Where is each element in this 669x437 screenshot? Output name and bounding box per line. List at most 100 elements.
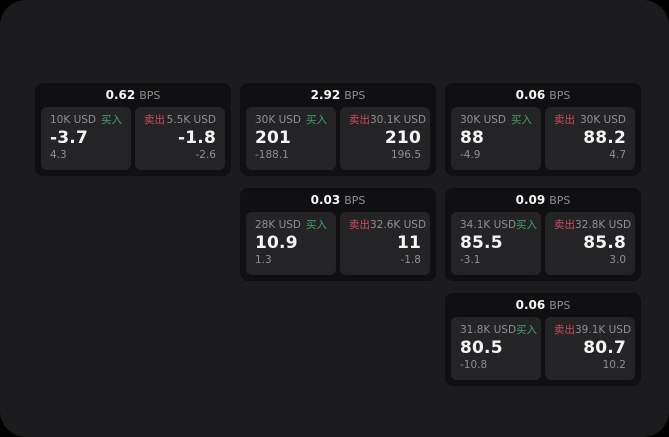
buy-tile-header: 34.1K USD 买入 — [460, 219, 537, 232]
bps-header: 0.03 BPS — [240, 188, 436, 212]
sell-sub-value: 10.2 — [602, 359, 626, 372]
bps-unit-label: BPS — [549, 88, 571, 102]
bps-header: 0.06 BPS — [445, 293, 641, 317]
sell-price: 88.2 — [583, 127, 626, 148]
buy-tile-header: 31.8K USD 买入 — [460, 324, 537, 337]
quote-card: 0.06 BPS 30K USD 买入 88 -4.9 卖出 30K USD 8… — [445, 83, 641, 176]
buy-price: 10.9 — [255, 232, 298, 253]
buy-amount: 30K USD — [255, 114, 302, 126]
buy-sub-value: 4.3 — [50, 149, 67, 162]
bps-unit-label: BPS — [139, 88, 161, 102]
bps-value: 2.92 — [310, 88, 341, 102]
buy-side-label: 买入 — [516, 219, 538, 231]
sell-amount: 30.1K USD — [370, 114, 427, 126]
sell-amount: 5.5K USD — [166, 114, 216, 126]
quote-card-body: 10K USD 买入 -3.7 4.3 卖出 5.5K USD -1.8 -2.… — [35, 107, 231, 176]
sell-side-label: 卖出 — [554, 219, 575, 231]
buy-quote-tile[interactable]: 34.1K USD 买入 85.5 -3.1 — [451, 212, 541, 275]
bps-header: 2.92 BPS — [240, 83, 436, 107]
buy-sub-value: -188.1 — [255, 149, 289, 162]
sell-price: -1.8 — [178, 127, 216, 148]
sell-price: 80.7 — [583, 337, 626, 358]
sell-side-label: 卖出 — [144, 114, 165, 126]
buy-side-label: 买入 — [516, 324, 538, 336]
buy-price: -3.7 — [50, 127, 88, 148]
quote-card-body: 31.8K USD 买入 80.5 -10.8 卖出 39.1K USD 80.… — [445, 317, 641, 386]
quote-card: 0.09 BPS 34.1K USD 买入 85.5 -3.1 卖出 32.8K… — [445, 188, 641, 281]
buy-tile-header: 28K USD 买入 — [255, 219, 327, 232]
buy-tile-header: 10K USD 买入 — [50, 114, 122, 127]
buy-tile-header: 30K USD 买入 — [460, 114, 532, 127]
quote-card: 2.92 BPS 30K USD 买入 201 -188.1 卖出 30.1K … — [240, 83, 436, 176]
sell-price: 11 — [396, 232, 421, 253]
sell-tile-header: 卖出 32.8K USD — [554, 219, 631, 232]
sell-side-label: 卖出 — [554, 114, 575, 126]
sell-quote-tile[interactable]: 卖出 5.5K USD -1.8 -2.6 — [135, 107, 225, 170]
quote-card-body: 30K USD 买入 88 -4.9 卖出 30K USD 88.2 4.7 — [445, 107, 641, 176]
buy-sub-value: -4.9 — [460, 149, 481, 162]
quote-card: 0.62 BPS 10K USD 买入 -3.7 4.3 卖出 5.5K USD… — [35, 83, 231, 176]
bps-header: 0.09 BPS — [445, 188, 641, 212]
sell-sub-value: -2.6 — [195, 149, 217, 162]
buy-sub-value: 1.3 — [255, 254, 272, 267]
bps-header: 0.62 BPS — [35, 83, 231, 107]
sell-tile-header: 卖出 39.1K USD — [554, 324, 631, 337]
sell-side-label: 卖出 — [349, 114, 370, 126]
sell-quote-tile[interactable]: 卖出 32.6K USD 11 -1.8 — [340, 212, 430, 275]
quote-grid: 0.62 BPS 10K USD 买入 -3.7 4.3 卖出 5.5K USD… — [35, 83, 641, 386]
quote-card-body: 30K USD 买入 201 -188.1 卖出 30.1K USD 210 1… — [240, 107, 436, 176]
sell-side-label: 卖出 — [554, 324, 575, 336]
quote-card: 0.03 BPS 28K USD 买入 10.9 1.3 卖出 32.6K US… — [240, 188, 436, 281]
bps-unit-label: BPS — [549, 298, 571, 312]
bps-value: 0.03 — [310, 193, 341, 207]
buy-price: 88 — [460, 127, 485, 148]
buy-tile-header: 30K USD 买入 — [255, 114, 327, 127]
bps-value: 0.09 — [515, 193, 546, 207]
buy-amount: 30K USD — [460, 114, 507, 126]
buy-side-label: 买入 — [511, 114, 532, 126]
buy-quote-tile[interactable]: 30K USD 买入 88 -4.9 — [451, 107, 541, 170]
bps-value: 0.06 — [515, 298, 546, 312]
buy-quote-tile[interactable]: 30K USD 买入 201 -188.1 — [246, 107, 336, 170]
sell-price: 210 — [384, 127, 421, 148]
buy-sub-value: -10.8 — [460, 359, 488, 372]
buy-side-label: 买入 — [306, 114, 327, 126]
sell-quote-tile[interactable]: 卖出 30K USD 88.2 4.7 — [545, 107, 635, 170]
sell-quote-tile[interactable]: 卖出 39.1K USD 80.7 10.2 — [545, 317, 635, 380]
buy-sub-value: -3.1 — [460, 254, 481, 267]
bps-value: 0.62 — [105, 88, 136, 102]
sell-quote-tile[interactable]: 卖出 30.1K USD 210 196.5 — [340, 107, 430, 170]
buy-amount: 28K USD — [255, 219, 302, 231]
sell-tile-header: 卖出 30.1K USD — [349, 114, 426, 127]
bps-value: 0.06 — [515, 88, 546, 102]
quote-card-body: 34.1K USD 买入 85.5 -3.1 卖出 32.8K USD 85.8… — [445, 212, 641, 281]
sell-tile-header: 卖出 5.5K USD — [144, 114, 216, 127]
sell-sub-value: -1.8 — [400, 254, 422, 267]
buy-side-label: 买入 — [101, 114, 122, 126]
buy-quote-tile[interactable]: 10K USD 买入 -3.7 4.3 — [41, 107, 131, 170]
buy-price: 85.5 — [460, 232, 503, 253]
buy-quote-tile[interactable]: 28K USD 买入 10.9 1.3 — [246, 212, 336, 275]
sell-tile-header: 卖出 32.6K USD — [349, 219, 426, 232]
bps-header: 0.06 BPS — [445, 83, 641, 107]
sell-amount: 39.1K USD — [575, 324, 632, 336]
buy-amount: 34.1K USD — [460, 219, 517, 231]
sell-amount: 30K USD — [579, 114, 626, 126]
sell-sub-value: 3.0 — [609, 254, 626, 267]
sell-side-label: 卖出 — [349, 219, 370, 231]
bps-unit-label: BPS — [344, 88, 366, 102]
buy-amount: 31.8K USD — [460, 324, 517, 336]
buy-price: 80.5 — [460, 337, 503, 358]
sell-sub-value: 4.7 — [609, 149, 626, 162]
sell-tile-header: 卖出 30K USD — [554, 114, 626, 127]
bps-unit-label: BPS — [344, 193, 366, 207]
quote-card: 0.06 BPS 31.8K USD 买入 80.5 -10.8 卖出 39.1… — [445, 293, 641, 386]
sell-sub-value: 196.5 — [390, 149, 421, 162]
buy-quote-tile[interactable]: 31.8K USD 买入 80.5 -10.8 — [451, 317, 541, 380]
buy-side-label: 买入 — [306, 219, 327, 231]
buy-price: 201 — [255, 127, 292, 148]
sell-price: 85.8 — [583, 232, 626, 253]
bps-unit-label: BPS — [549, 193, 571, 207]
quote-card-body: 28K USD 买入 10.9 1.3 卖出 32.6K USD 11 -1.8 — [240, 212, 436, 281]
sell-quote-tile[interactable]: 卖出 32.8K USD 85.8 3.0 — [545, 212, 635, 275]
